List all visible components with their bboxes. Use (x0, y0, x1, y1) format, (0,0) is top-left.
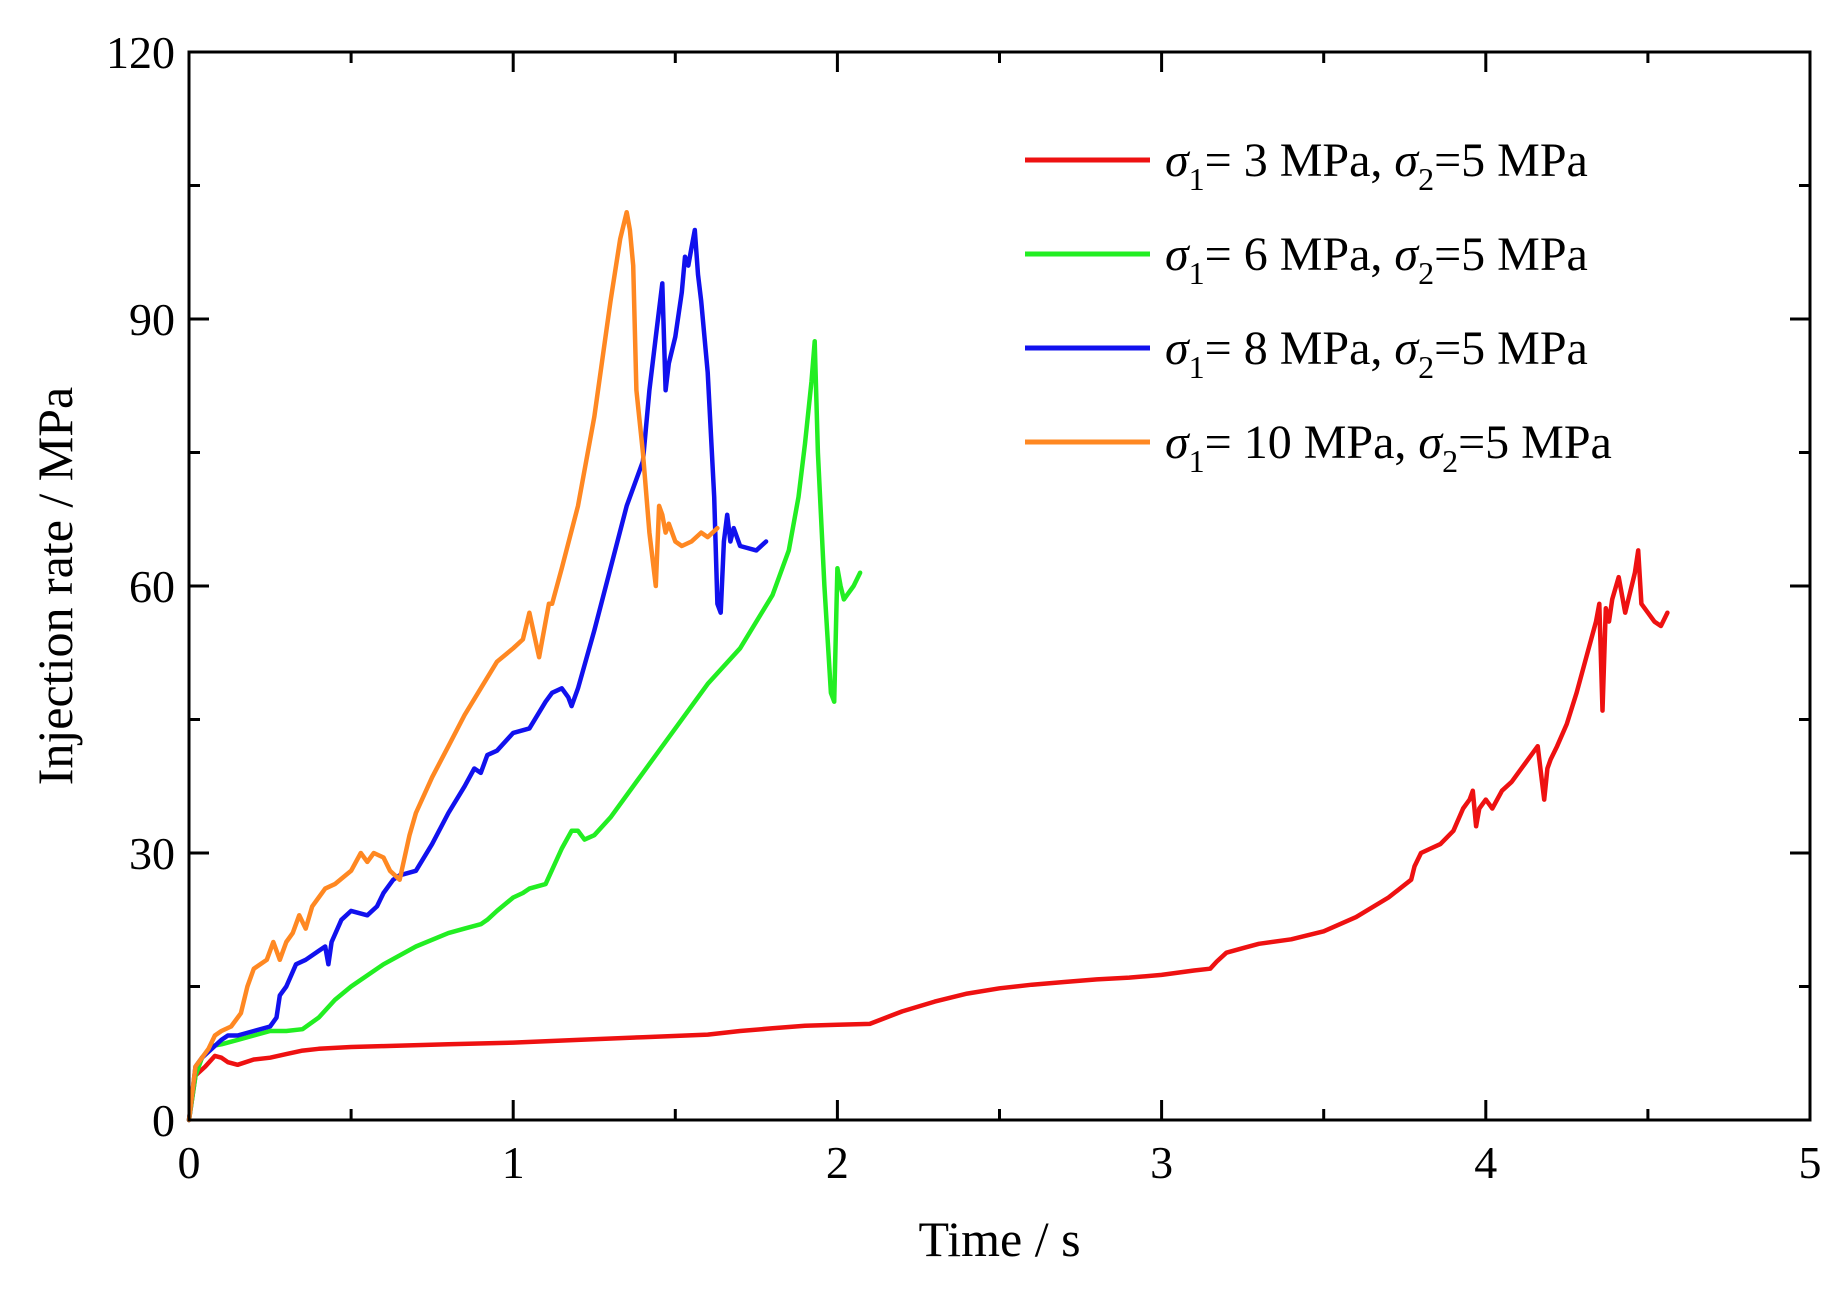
legend-label-3: σ1= 8 MPa, σ2=5 MPa (1165, 322, 1588, 385)
legend-sigma-1: σ (1165, 228, 1191, 281)
x-axis-title: Time / s (918, 1211, 1080, 1267)
legend-subscript-2: 2 (1442, 443, 1458, 479)
x-tick-label: 0 (178, 1137, 201, 1188)
legend-subscript-1: 1 (1189, 161, 1205, 197)
legend-label-4: σ1= 10 MPa, σ2=5 MPa (1165, 416, 1612, 479)
legend-sigma-2: σ (1394, 322, 1420, 375)
series-line-4 (186, 209, 720, 1123)
legend-text-mid: = 10 MPa, (1205, 416, 1419, 469)
y-tick-label: 90 (129, 294, 175, 345)
legend-text-tail: =5 MPa (1434, 228, 1588, 281)
legend-subscript-1: 1 (1189, 443, 1205, 479)
y-tick-label: 30 (129, 828, 175, 879)
legend-subscript-2: 2 (1418, 161, 1434, 197)
legend-sigma-1: σ (1165, 322, 1191, 375)
y-axis-title: Injection rate / MPa (27, 387, 83, 786)
tick-layer: 0 1 2 3 4 5 0 30 60 90 120 (106, 27, 1822, 1188)
series-line-3 (186, 227, 769, 1123)
x-tick-label: 3 (1150, 1137, 1173, 1188)
y-tick-label: 0 (152, 1095, 175, 1146)
legend-sigma-2: σ (1418, 416, 1444, 469)
legend-subscript-2: 2 (1418, 255, 1434, 291)
y-tick-label: 120 (106, 27, 175, 78)
legend-text-tail: =5 MPa (1458, 416, 1612, 469)
legend-sigma-2: σ (1394, 228, 1420, 281)
x-tick-label: 5 (1799, 1137, 1822, 1188)
legend-label-1: σ1= 3 MPa, σ2=5 MPa (1165, 134, 1588, 197)
legend-sigma-1: σ (1165, 416, 1191, 469)
legend-sigma-1: σ (1165, 134, 1191, 187)
legend-subscript-1: 1 (1189, 349, 1205, 385)
legend-label-2: σ1= 6 MPa, σ2=5 MPa (1165, 228, 1588, 291)
x-tick-label: 2 (826, 1137, 849, 1188)
legend-subscript-2: 2 (1418, 349, 1434, 385)
x-tick-label: 4 (1474, 1137, 1497, 1188)
legend-text-mid: = 3 MPa, (1205, 134, 1395, 187)
legend-sigma-2: σ (1394, 134, 1420, 187)
legend-text-mid: = 6 MPa, (1205, 228, 1395, 281)
series-line-1 (186, 548, 1670, 1123)
legend-subscript-1: 1 (1189, 255, 1205, 291)
legend-text-tail: =5 MPa (1434, 134, 1588, 187)
y-tick-label: 60 (129, 561, 175, 612)
series-line-2 (186, 339, 863, 1123)
legend-text-mid: = 8 MPa, (1205, 322, 1395, 375)
legend-text-tail: =5 MPa (1434, 322, 1588, 375)
x-tick-label: 1 (502, 1137, 525, 1188)
series-layer (186, 209, 1670, 1123)
